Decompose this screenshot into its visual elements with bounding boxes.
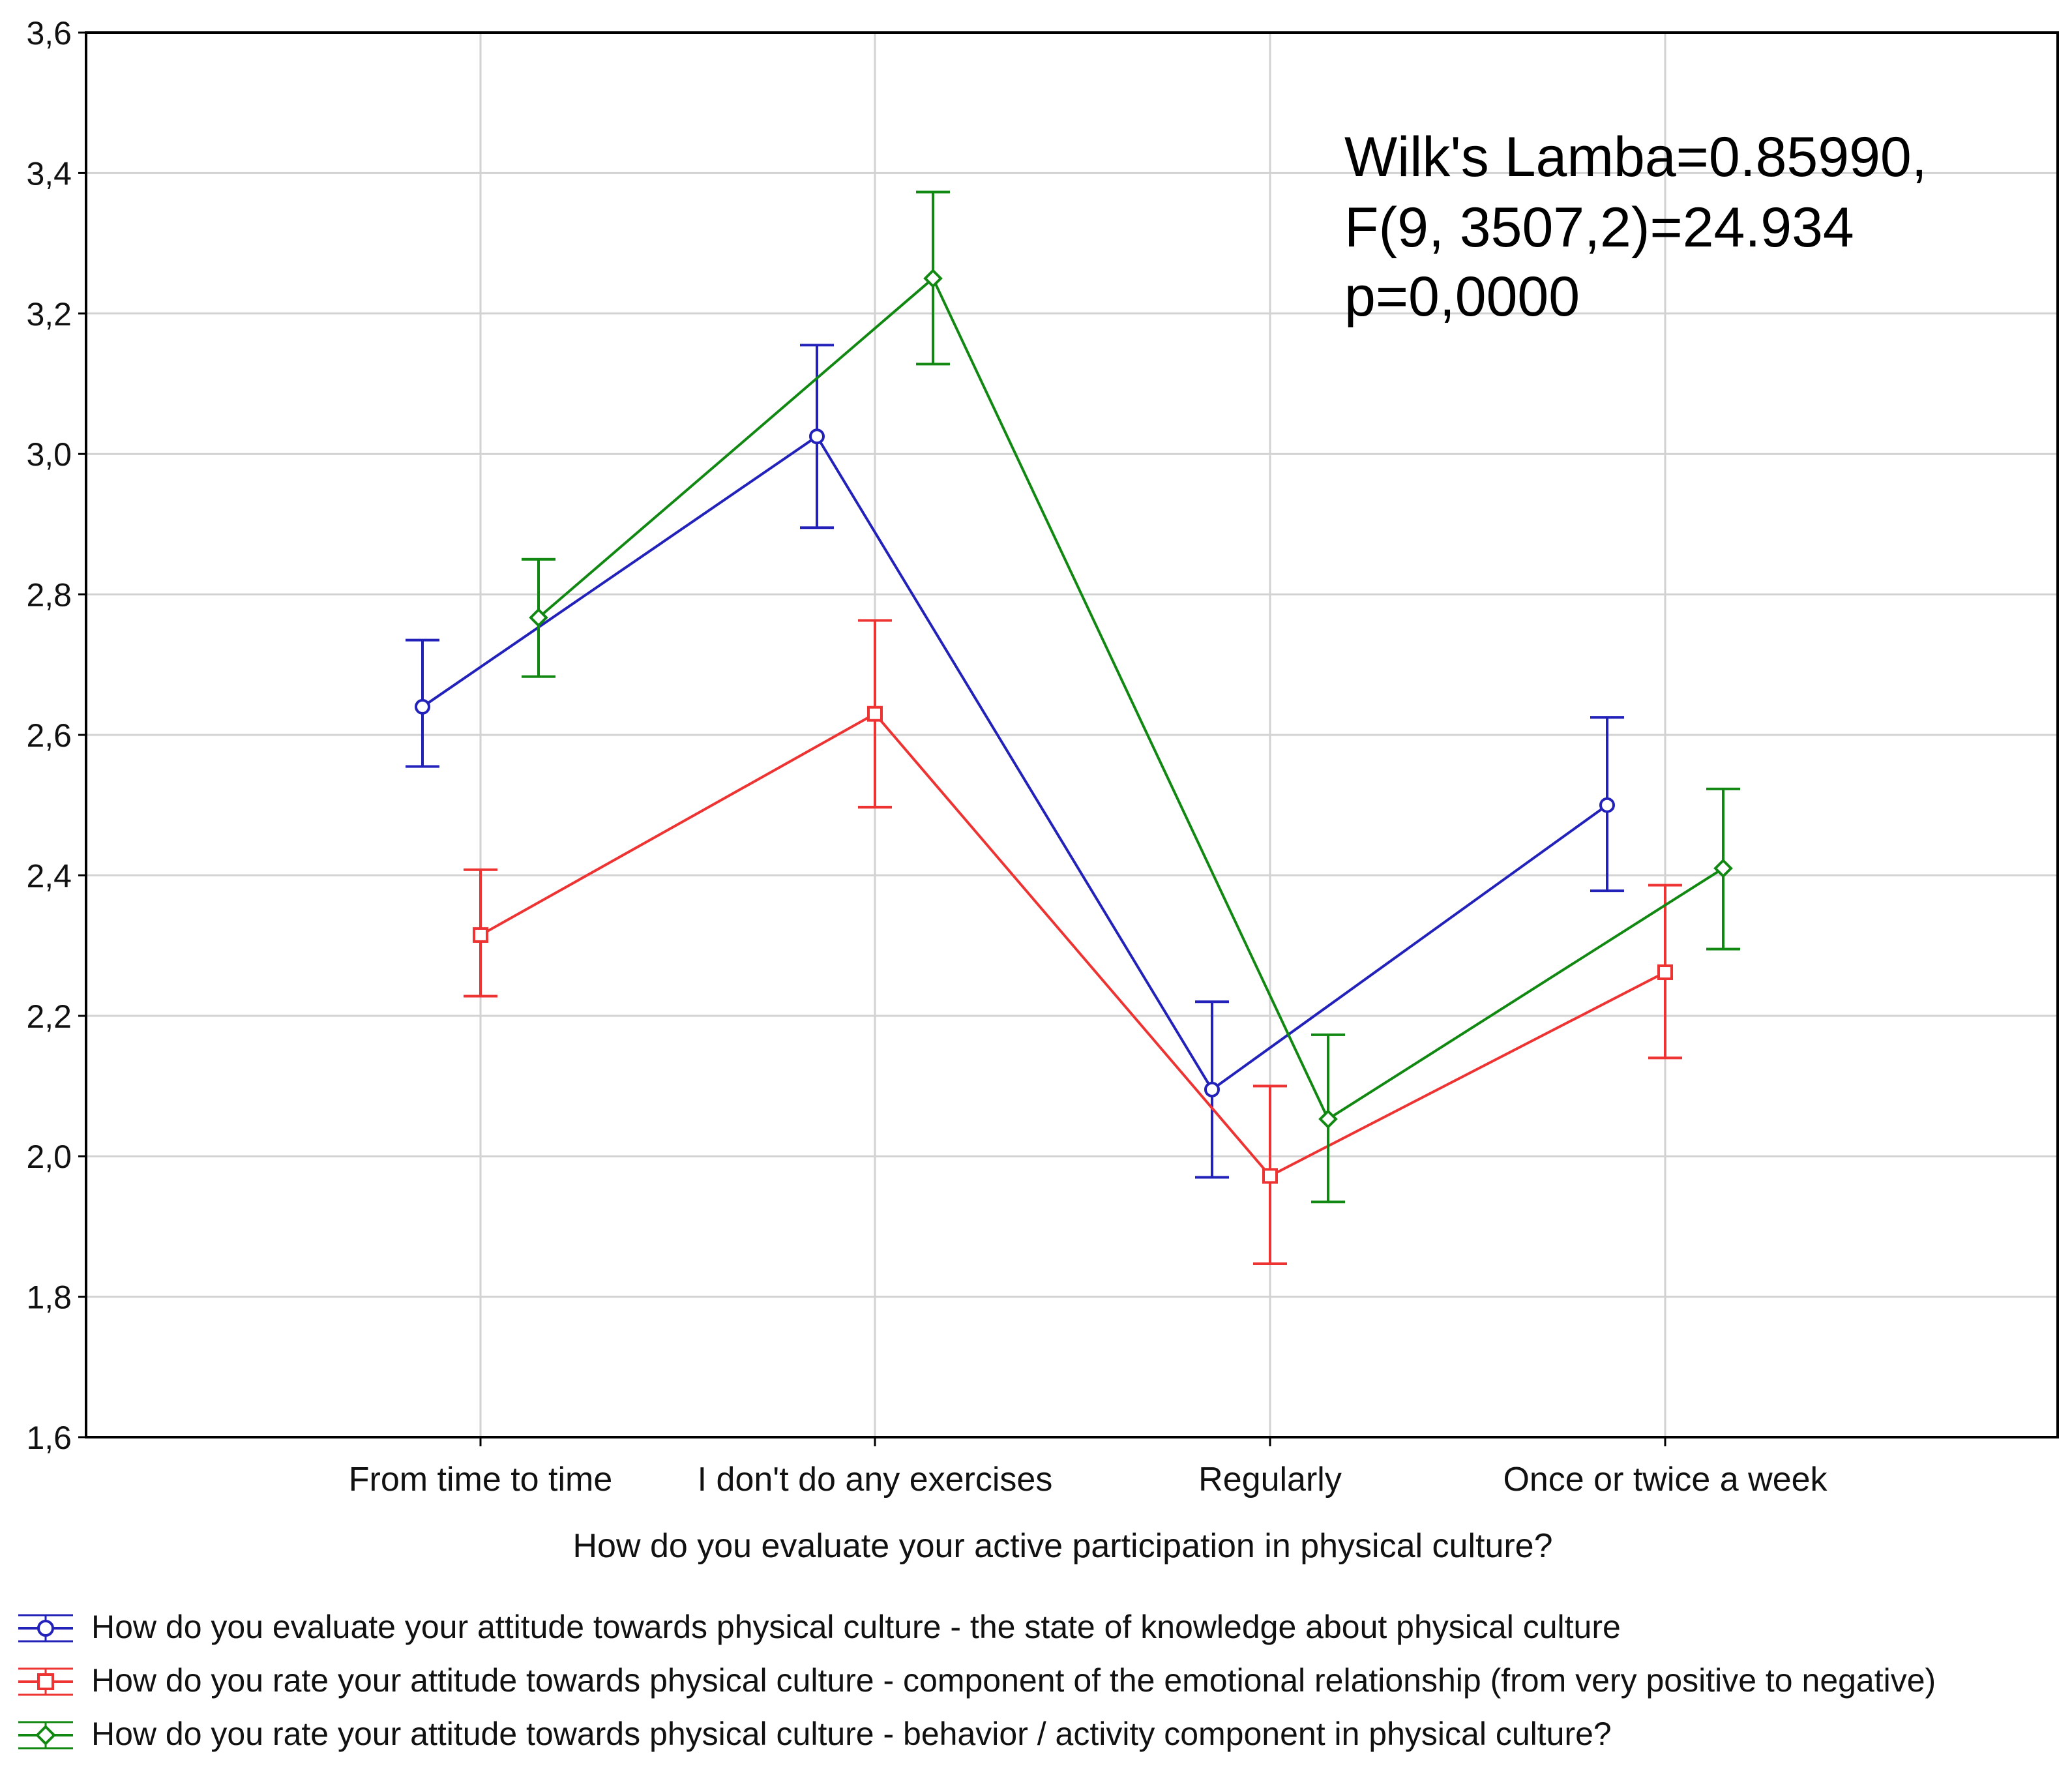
y-tick-label: 2,8: [26, 577, 72, 614]
data-point: [1204, 1081, 1220, 1097]
data-point: [1657, 964, 1673, 981]
series-line: [537, 276, 1724, 1122]
y-tick-label: 3,2: [26, 296, 72, 333]
annotation-line-1: Wilk's Lamba=0.85990,: [1344, 126, 1927, 188]
legend-swatch-3: [18, 1721, 73, 1750]
legend-marker: [37, 1673, 54, 1690]
y-tick-label: 3,4: [26, 155, 72, 192]
data-point: [809, 428, 825, 445]
x-category-label: I don't do any exercises: [698, 1461, 1053, 1498]
y-tick-label: 2,2: [26, 998, 72, 1035]
stats-annotation: Wilk's Lamba=0.85990, F(9, 3507,2)=24.93…: [1344, 126, 1927, 328]
legend-swatch-1: [18, 1614, 73, 1643]
data-point: [415, 698, 430, 715]
annotation-line-3: p=0,0000: [1344, 265, 1580, 328]
series-line: [421, 434, 1608, 1092]
legend: How do you evaluate your attitude toward…: [18, 1609, 1936, 1752]
legend-marker: [37, 1620, 54, 1637]
x-axis-title: How do you evaluate your active particip…: [572, 1527, 1552, 1565]
data-point: [923, 269, 943, 288]
y-tick-label: 3,6: [26, 15, 72, 52]
y-tick-label: 1,6: [26, 1420, 72, 1456]
y-tick-label: 2,6: [26, 717, 72, 754]
legend-label-2: How do you rate your attitude towards ph…: [91, 1662, 1936, 1699]
x-category-label: Once or twice a week: [1503, 1461, 1828, 1498]
legend-label-1: How do you evaluate your attitude toward…: [91, 1609, 1621, 1645]
data-point: [473, 927, 488, 943]
x-category-label: From time to time: [349, 1461, 613, 1498]
data-point: [1318, 1109, 1338, 1129]
series-2: [464, 619, 1682, 1265]
data-point: [529, 608, 548, 627]
y-axis-ticks: 1,6 1,8 2,0 2,2 2,4 2,6 2,8 3,0 3,2 3,4 3,6: [26, 15, 86, 1456]
x-axis-categories: From time to time I don't do any exercise…: [349, 1437, 1828, 1498]
legend-swatch-2: [18, 1667, 73, 1696]
data-point: [1262, 1168, 1278, 1184]
series: [406, 190, 1740, 1265]
series-3: [522, 190, 1740, 1204]
legend-item-2: How do you rate your attitude towards ph…: [18, 1662, 1936, 1699]
annotation-line-2: F(9, 3507,2)=24.934: [1344, 196, 1854, 259]
y-tick-label: 1,8: [26, 1279, 72, 1316]
legend-label-3: How do you rate your attitude towards ph…: [91, 1716, 1612, 1752]
series-1: [406, 344, 1624, 1179]
grid: [86, 33, 2058, 1437]
series-line: [480, 712, 1666, 1178]
data-point: [1599, 797, 1615, 813]
legend-item-3: How do you rate your attitude towards ph…: [18, 1716, 1612, 1752]
legend-item-1: How do you evaluate your attitude toward…: [18, 1609, 1621, 1645]
y-tick-label: 3,0: [26, 436, 72, 473]
x-category-label: Regularly: [1198, 1461, 1342, 1498]
y-tick-label: 2,4: [26, 857, 72, 894]
data-point: [867, 706, 883, 722]
legend-marker: [35, 1725, 56, 1746]
y-tick-label: 2,0: [26, 1139, 72, 1175]
data-point: [1713, 858, 1733, 878]
